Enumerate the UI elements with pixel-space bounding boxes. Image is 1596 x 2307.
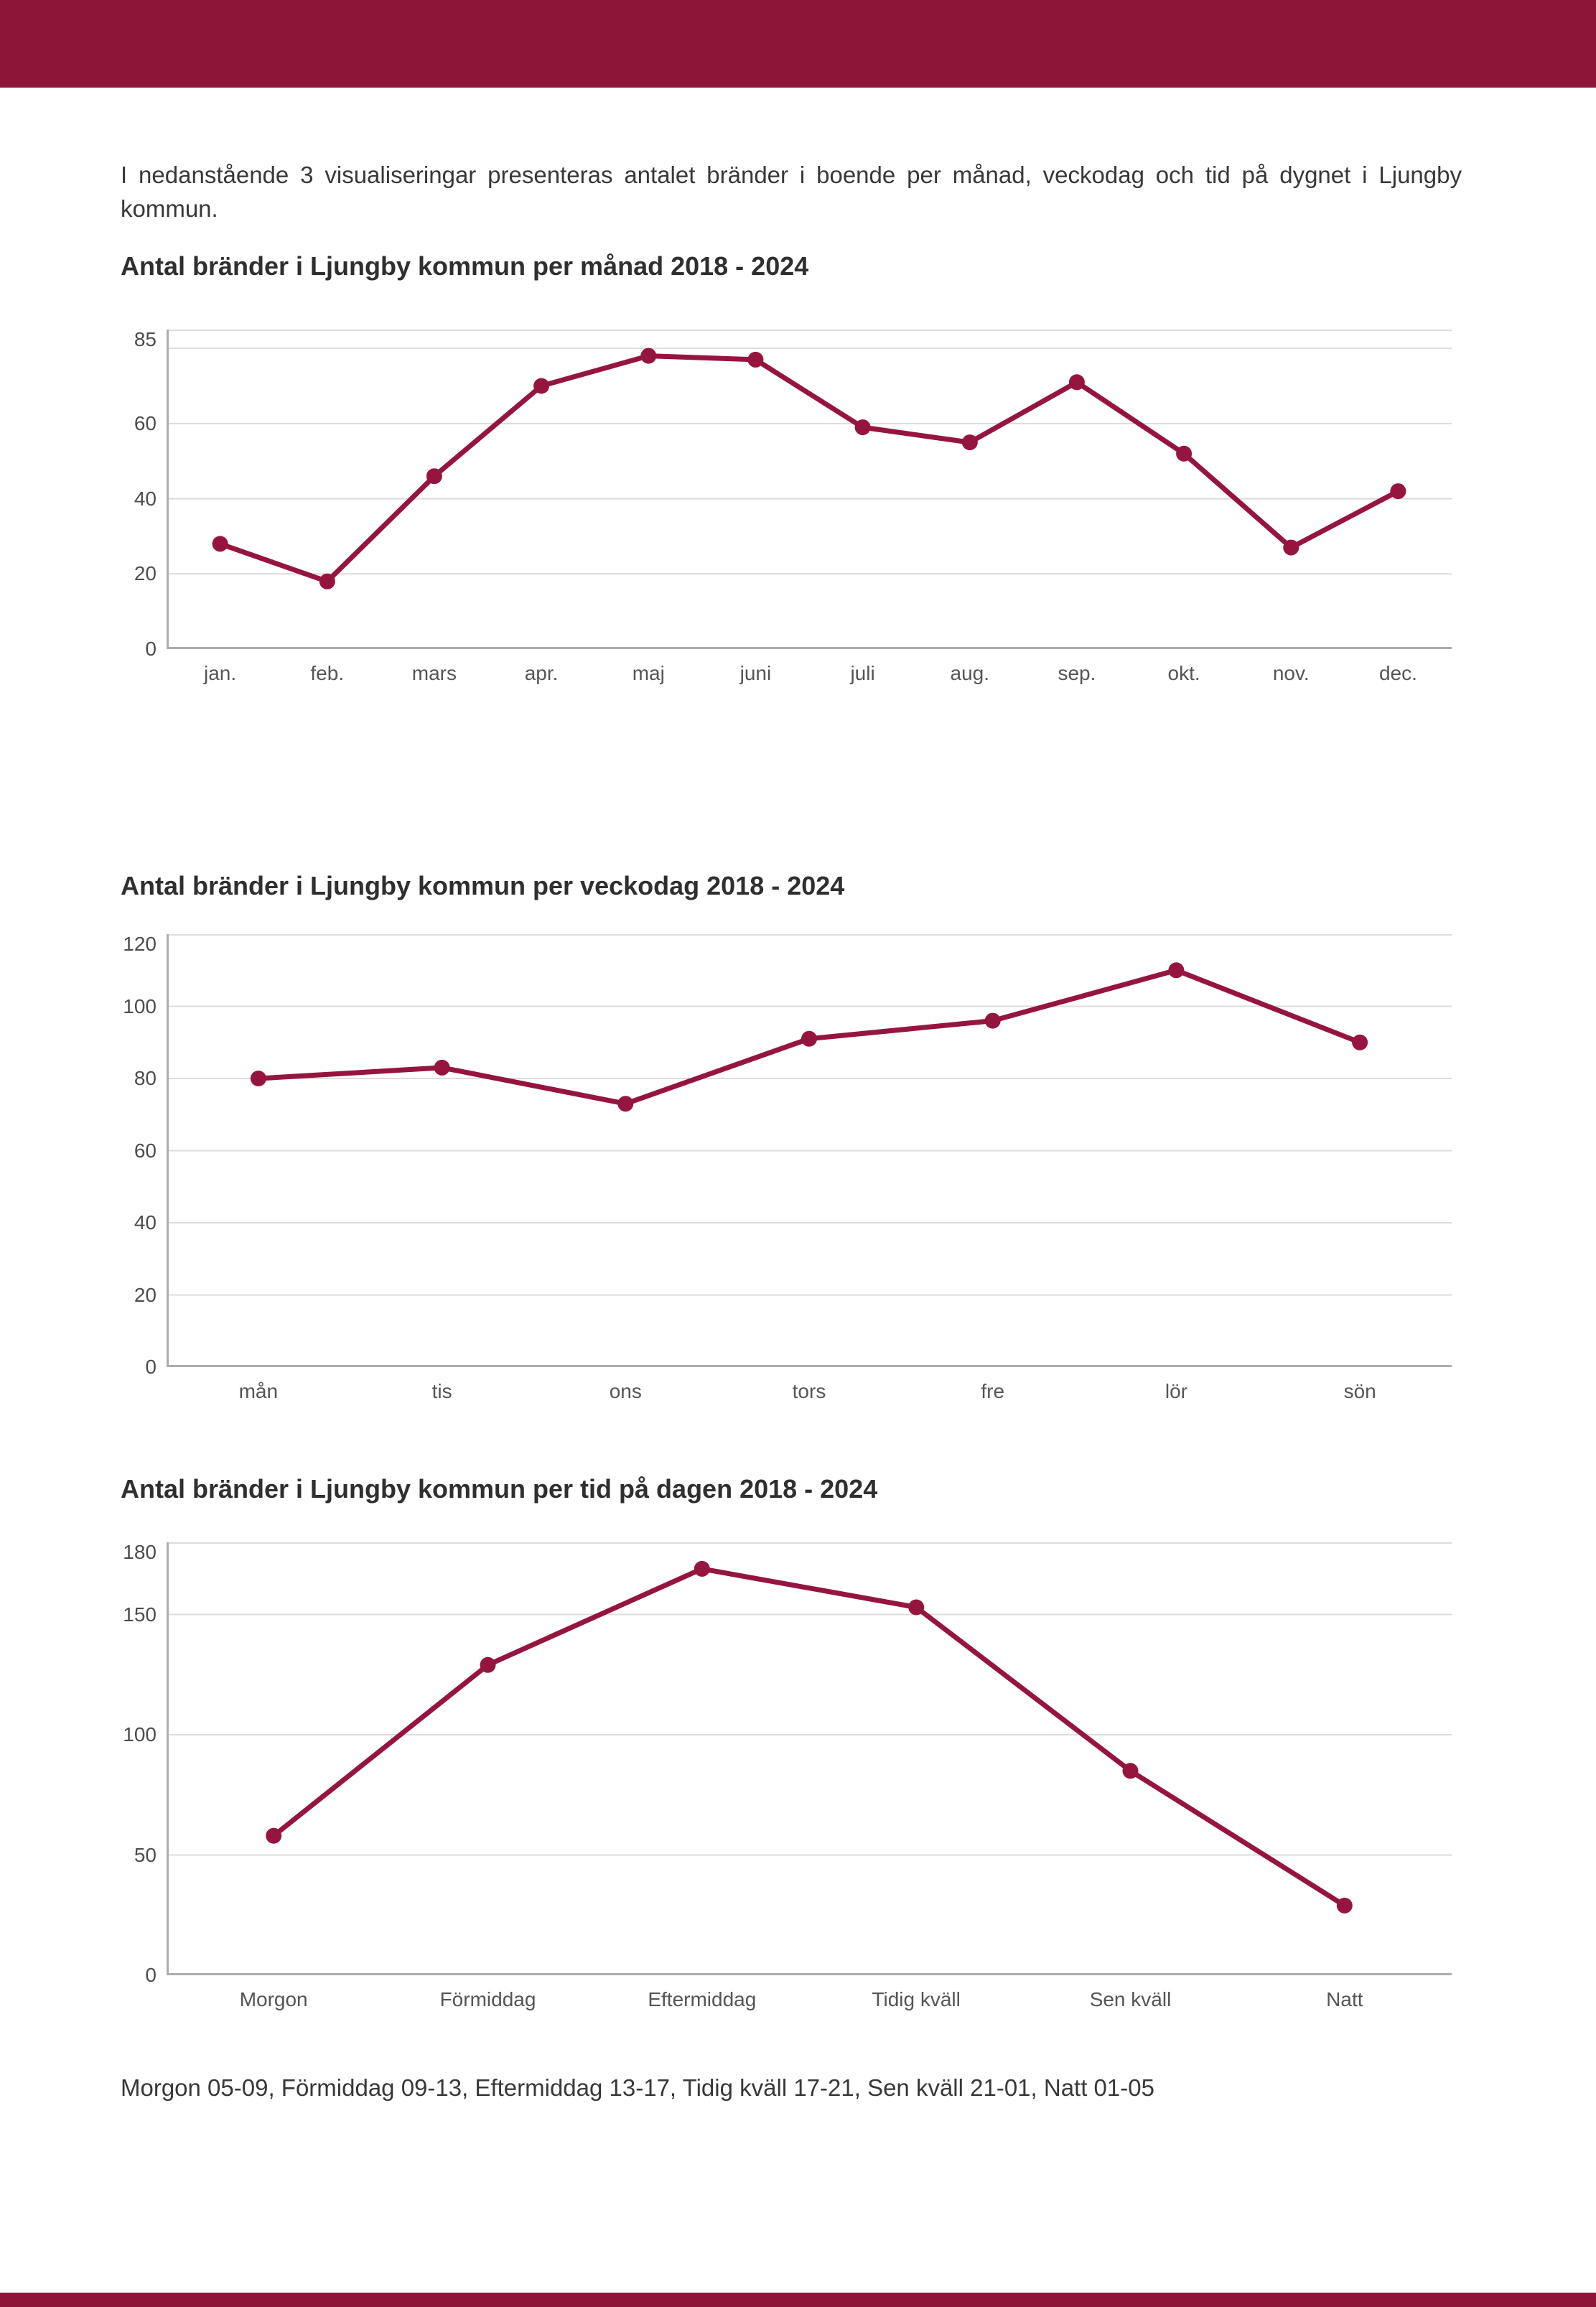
x-tick-label-apr.: apr. xyxy=(524,662,559,684)
x-tick-label-okt.: okt. xyxy=(1167,662,1200,684)
x-tick-label-sep.: sep. xyxy=(1058,662,1096,684)
x-tick-label-aug.: aug. xyxy=(950,662,990,684)
footer-brand-bar xyxy=(0,2293,1596,2307)
y-tick-label: 60 xyxy=(134,411,157,434)
weekday-fires-line-chart: 0 20 40 60 80 100 120 mån tis ons tors fre lör sön xyxy=(121,933,1462,1437)
x-tick-label-nov.: nov. xyxy=(1272,662,1310,684)
monthly-fires-line-chart: 0 20 40 60 85 jan. feb. mars apr. maj juni juli aug.… xyxy=(121,328,1462,717)
data-point-mån xyxy=(250,1071,266,1086)
data-point-Eftermiddag xyxy=(694,1560,710,1577)
x-tick-label-mån: mån xyxy=(238,1380,279,1402)
y-tick-label: 50 xyxy=(134,1843,157,1866)
data-point-Morgon xyxy=(266,1827,282,1844)
data-point-fre xyxy=(984,1012,1001,1029)
x-tick-label-Förmiddag: Förmiddag xyxy=(439,1988,536,2010)
y-tick-label: 100 xyxy=(123,994,157,1017)
data-point-aug. xyxy=(961,434,978,451)
x-tick-label-lör: lör xyxy=(1165,1380,1187,1402)
y-tick-label: 150 xyxy=(123,1603,157,1626)
data-point-Förmiddag xyxy=(480,1656,496,1673)
data-point-okt. xyxy=(1176,445,1193,462)
x-tick-label-feb.: feb. xyxy=(310,662,345,684)
data-point-apr. xyxy=(533,378,550,394)
y-tick-label: 180 xyxy=(123,1541,157,1563)
data-point-Sen kväll xyxy=(1122,1763,1139,1779)
data-line xyxy=(271,1566,1348,1908)
data-point-mars xyxy=(426,468,442,485)
data-point-juni xyxy=(747,351,764,368)
x-tick-label-juli: juli xyxy=(850,662,875,684)
data-point-maj xyxy=(640,348,657,364)
chart-title-timeofday: Antal bränder i Ljungby kommun per tid p… xyxy=(121,1474,878,1504)
y-tick-label: 20 xyxy=(134,562,157,585)
y-tick-label: 20 xyxy=(134,1283,157,1306)
data-point-lör xyxy=(1168,962,1185,979)
x-tick-label-mars: mars xyxy=(411,662,457,684)
y-tick-label: 0 xyxy=(145,1964,157,1986)
intro-text: I nedanstående 3 visualiseringar present… xyxy=(121,162,1462,222)
data-point-sön xyxy=(1352,1034,1368,1050)
x-tick-label-dec.: dec. xyxy=(1378,662,1417,684)
x-tick-label-juni: juni xyxy=(739,662,772,684)
data-line xyxy=(218,353,1401,584)
y-tick-label: 85 xyxy=(134,328,157,350)
y-tick-label: 40 xyxy=(134,487,157,510)
y-tick-label: 80 xyxy=(134,1067,157,1089)
x-tick-label-Sen kväll: Sen kväll xyxy=(1089,1988,1172,2010)
x-tick-label-Natt: Natt xyxy=(1326,1988,1363,2010)
y-tick-label: 40 xyxy=(134,1211,157,1234)
y-tick-label: 120 xyxy=(123,933,157,955)
x-tick-label-fre: fre xyxy=(981,1380,1005,1402)
x-tick-label-tis: tis xyxy=(431,1380,452,1402)
header-brand-bar xyxy=(0,0,1596,88)
y-tick-label: 0 xyxy=(145,1356,157,1378)
data-point-Tidig kväll xyxy=(908,1599,925,1616)
data-point-feb. xyxy=(319,573,335,589)
plot-area xyxy=(167,330,1452,649)
timeofday-fires-line-chart: 0 50 100 150 180 Morgon Förmiddag Eftermiddag Ti… xyxy=(121,1541,1462,2045)
x-tick-label-sön: sön xyxy=(1343,1380,1376,1402)
time-interval-footnote: Morgon 05-09, Förmiddag 09-13, Eftermidd… xyxy=(121,2074,1154,2101)
data-point-nov. xyxy=(1283,539,1299,556)
x-tick-label-tors: tors xyxy=(792,1380,826,1402)
plot-area xyxy=(167,934,1452,1367)
x-tick-label-Tidig kväll: Tidig kväll xyxy=(872,1988,961,2010)
chart-title-monthly: Antal bränder i Ljungby kommun per månad… xyxy=(121,251,809,281)
data-point-dec. xyxy=(1390,483,1406,500)
data-point-sep. xyxy=(1068,374,1085,391)
x-tick-label-Morgon: Morgon xyxy=(239,1988,308,2010)
x-tick-label-maj: maj xyxy=(632,662,665,684)
y-tick-label: 100 xyxy=(123,1723,157,1746)
x-tick-label-Eftermiddag: Eftermiddag xyxy=(648,1988,757,2010)
data-point-ons xyxy=(617,1096,634,1112)
chart-title-weekday: Antal bränder i Ljungby kommun per vecko… xyxy=(121,871,845,900)
y-tick-label: 0 xyxy=(145,638,157,660)
x-tick-label-ons: ons xyxy=(609,1380,642,1402)
x-tick-label-jan.: jan. xyxy=(204,662,237,684)
data-point-tis xyxy=(434,1059,450,1076)
y-tick-label: 60 xyxy=(134,1139,157,1162)
plot-area xyxy=(167,1542,1452,1975)
data-point-Natt xyxy=(1336,1897,1353,1914)
data-point-juli xyxy=(854,419,871,436)
data-point-tors xyxy=(801,1030,817,1047)
data-point-jan. xyxy=(212,536,228,552)
